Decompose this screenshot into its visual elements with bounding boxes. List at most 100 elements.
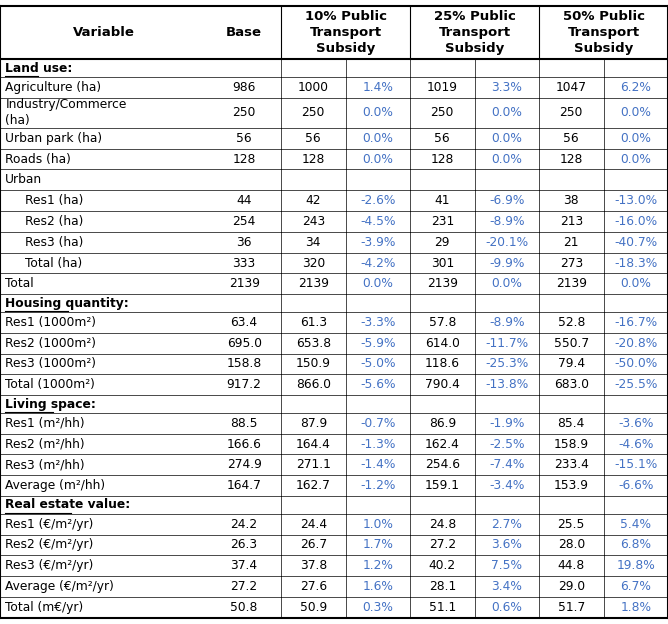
Text: 250: 250	[301, 106, 325, 119]
Text: Total (m€/yr): Total (m€/yr)	[5, 601, 83, 614]
Text: -6.6%: -6.6%	[618, 479, 653, 492]
Text: 37.4: 37.4	[230, 559, 258, 572]
Text: 0.0%: 0.0%	[362, 106, 393, 119]
Text: 128: 128	[301, 153, 325, 165]
Text: Industry/Commerce
(ha): Industry/Commerce (ha)	[5, 99, 127, 127]
Text: -1.9%: -1.9%	[489, 417, 524, 430]
Text: Land use:: Land use:	[5, 62, 73, 75]
Text: 301: 301	[431, 256, 454, 270]
Text: 231: 231	[431, 215, 454, 228]
Text: 51.1: 51.1	[429, 601, 456, 614]
Text: 233.4: 233.4	[554, 459, 589, 471]
Text: 1019: 1019	[427, 81, 458, 94]
Text: -7.4%: -7.4%	[489, 459, 524, 471]
Text: -2.6%: -2.6%	[360, 194, 395, 207]
Text: 1047: 1047	[556, 81, 587, 94]
Text: -0.7%: -0.7%	[360, 417, 395, 430]
Text: Total (ha): Total (ha)	[25, 256, 83, 270]
Text: 50% Public
Transport
Subsidy: 50% Public Transport Subsidy	[562, 10, 645, 56]
Text: 320: 320	[302, 256, 325, 270]
Text: 3.3%: 3.3%	[492, 81, 522, 94]
Text: Base: Base	[226, 26, 262, 39]
Text: -16.0%: -16.0%	[614, 215, 657, 228]
Text: 250: 250	[560, 106, 583, 119]
Text: 24.8: 24.8	[429, 518, 456, 530]
Text: Res3 (€/m²/yr): Res3 (€/m²/yr)	[5, 559, 94, 572]
Text: 2139: 2139	[228, 278, 260, 290]
Text: 19.8%: 19.8%	[617, 559, 655, 572]
Text: Res1 (1000m²): Res1 (1000m²)	[5, 316, 96, 329]
Text: -5.0%: -5.0%	[360, 358, 395, 371]
Text: 250: 250	[431, 106, 454, 119]
Text: 38: 38	[563, 194, 579, 207]
Text: 42: 42	[305, 194, 321, 207]
Text: 683.0: 683.0	[554, 378, 589, 391]
Text: 86.9: 86.9	[429, 417, 456, 430]
Text: -50.0%: -50.0%	[614, 358, 657, 371]
Text: -15.1%: -15.1%	[614, 459, 657, 471]
Text: Average (€/m²/yr): Average (€/m²/yr)	[5, 580, 114, 593]
Text: 1.7%: 1.7%	[362, 539, 393, 552]
Text: 24.2: 24.2	[230, 518, 258, 530]
Text: 1.8%: 1.8%	[621, 601, 651, 614]
Text: -8.9%: -8.9%	[489, 316, 524, 329]
Text: Res1 (m²/hh): Res1 (m²/hh)	[5, 417, 85, 430]
Text: 0.0%: 0.0%	[621, 132, 651, 145]
Text: 24.4: 24.4	[300, 518, 327, 530]
Text: 37.8: 37.8	[300, 559, 327, 572]
Text: 614.0: 614.0	[425, 337, 460, 349]
Text: 21: 21	[564, 236, 579, 249]
Text: 56: 56	[236, 132, 252, 145]
Text: 52.8: 52.8	[558, 316, 585, 329]
Text: 254: 254	[232, 215, 256, 228]
Text: Urban: Urban	[5, 173, 43, 187]
Text: -5.6%: -5.6%	[360, 378, 395, 391]
Text: 550.7: 550.7	[554, 337, 589, 349]
Text: -20.1%: -20.1%	[485, 236, 528, 249]
Text: 333: 333	[232, 256, 256, 270]
Text: Total (1000m²): Total (1000m²)	[5, 378, 96, 391]
Text: Variable: Variable	[73, 26, 134, 39]
Text: 56: 56	[434, 132, 450, 145]
Text: 790.4: 790.4	[425, 378, 460, 391]
Text: 1.4%: 1.4%	[362, 81, 393, 94]
Text: 2139: 2139	[427, 278, 458, 290]
Text: 0.0%: 0.0%	[621, 153, 651, 165]
Text: 27.2: 27.2	[429, 539, 456, 552]
Text: 986: 986	[232, 81, 256, 94]
Text: 87.9: 87.9	[300, 417, 327, 430]
Text: 61.3: 61.3	[300, 316, 327, 329]
Text: 1.6%: 1.6%	[362, 580, 393, 593]
Text: Res2 (ha): Res2 (ha)	[25, 215, 84, 228]
Text: 36: 36	[236, 236, 252, 249]
Text: 250: 250	[232, 106, 256, 119]
Text: 150.9: 150.9	[296, 358, 331, 371]
Text: 2.7%: 2.7%	[492, 518, 522, 530]
Text: -4.2%: -4.2%	[360, 256, 395, 270]
Text: 118.6: 118.6	[425, 358, 460, 371]
Text: -6.9%: -6.9%	[489, 194, 524, 207]
Text: 0.0%: 0.0%	[492, 106, 522, 119]
Text: 40.2: 40.2	[429, 559, 456, 572]
Text: 158.9: 158.9	[554, 437, 589, 451]
Text: -9.9%: -9.9%	[489, 256, 524, 270]
Text: Res3 (1000m²): Res3 (1000m²)	[5, 358, 96, 371]
Text: -1.4%: -1.4%	[360, 459, 395, 471]
Text: Average (m²/hh): Average (m²/hh)	[5, 479, 106, 492]
Text: -25.5%: -25.5%	[614, 378, 657, 391]
Text: 1.2%: 1.2%	[362, 559, 393, 572]
Text: 162.7: 162.7	[296, 479, 331, 492]
Text: -8.9%: -8.9%	[489, 215, 524, 228]
Text: 158.8: 158.8	[226, 358, 262, 371]
Text: 0.0%: 0.0%	[621, 106, 651, 119]
Text: 56: 56	[563, 132, 579, 145]
Text: 26.7: 26.7	[300, 539, 327, 552]
Text: 25% Public
Transport
Subsidy: 25% Public Transport Subsidy	[434, 10, 516, 56]
Text: 153.9: 153.9	[554, 479, 589, 492]
Text: Total: Total	[5, 278, 34, 290]
Text: Res2 (m²/hh): Res2 (m²/hh)	[5, 437, 85, 451]
Text: 63.4: 63.4	[230, 316, 258, 329]
Text: 5.4%: 5.4%	[621, 518, 651, 530]
Text: -16.7%: -16.7%	[614, 316, 657, 329]
Text: 1.0%: 1.0%	[362, 518, 393, 530]
